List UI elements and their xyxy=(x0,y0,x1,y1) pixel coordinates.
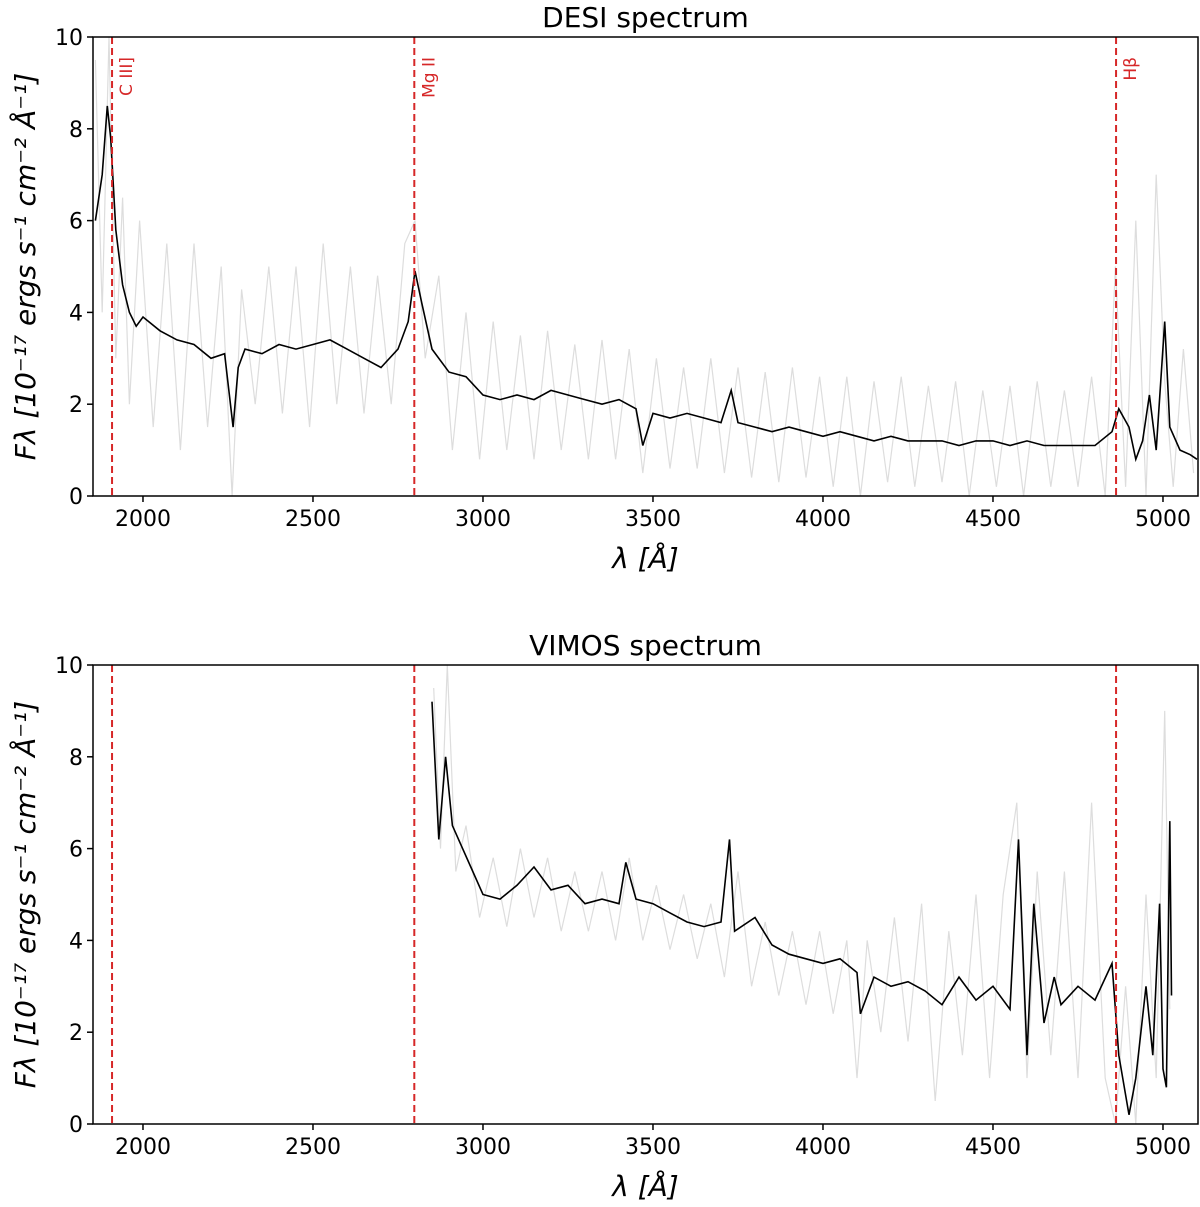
y-tick-label: 4 xyxy=(69,929,83,954)
x-tick-label: 3000 xyxy=(455,1135,511,1160)
x-tick-label: 3500 xyxy=(625,1135,681,1160)
y-tick-label: 8 xyxy=(69,746,83,771)
x-tick-label: 2000 xyxy=(115,1135,171,1160)
x-tick-label: 4500 xyxy=(965,1135,1021,1160)
x-tick-label: 2000 xyxy=(115,507,171,532)
y-tick-label: 2 xyxy=(69,1021,83,1046)
panel-title: VIMOS spectrum xyxy=(529,629,762,662)
x-tick-label: 3000 xyxy=(455,507,511,532)
x-tick-label: 4500 xyxy=(965,507,1021,532)
x-tick-label: 5000 xyxy=(1135,1135,1191,1160)
spectrum-line xyxy=(94,37,1195,496)
x-tick-label: 4000 xyxy=(795,1135,851,1160)
x-axis-label: λ [Å] xyxy=(610,1169,678,1203)
plot-frame xyxy=(92,664,1199,1125)
y-tick-label: 0 xyxy=(69,485,83,510)
y-tick-label: 8 xyxy=(69,118,83,143)
y-tick-label: 0 xyxy=(69,1113,83,1138)
y-axis-label: Fλ [10⁻¹⁷ ergs s⁻¹ cm⁻² Å⁻¹] xyxy=(8,73,42,460)
y-tick-label: 4 xyxy=(69,301,83,326)
panel: VIMOS spectrum λ [Å] Fλ [10⁻¹⁷ ergs s⁻¹ cm… xyxy=(8,629,1199,1203)
spectrum-line xyxy=(431,701,1173,1115)
emission-line-label: Mg II xyxy=(419,57,439,98)
spectrum-line xyxy=(433,665,1171,1124)
y-tick-label: 2 xyxy=(69,393,83,418)
x-axis-label: λ [Å] xyxy=(610,541,678,575)
y-tick-label: 6 xyxy=(69,838,83,863)
x-tick-label: 2500 xyxy=(285,507,341,532)
spectrum-line xyxy=(94,105,1198,463)
y-axis-label: Fλ [10⁻¹⁷ ergs s⁻¹ cm⁻² Å⁻¹] xyxy=(8,701,42,1088)
y-tick-label: 10 xyxy=(55,654,83,679)
x-tick-label: 2500 xyxy=(285,1135,341,1160)
x-tick-label: 5000 xyxy=(1135,507,1191,532)
panel-title: DESI spectrum xyxy=(542,1,749,34)
panel: DESI spectrum λ [Å] Fλ [10⁻¹⁷ ergs s⁻¹ cm⁻… xyxy=(8,1,1199,575)
x-tick-label: 4000 xyxy=(795,507,851,532)
plot-frame xyxy=(92,36,1199,497)
x-tick-label: 3500 xyxy=(625,507,681,532)
emission-line-label: Hβ xyxy=(1121,57,1141,81)
y-tick-label: 10 xyxy=(55,26,83,51)
emission-line-label: C III] xyxy=(117,57,137,96)
y-tick-label: 6 xyxy=(69,210,83,235)
